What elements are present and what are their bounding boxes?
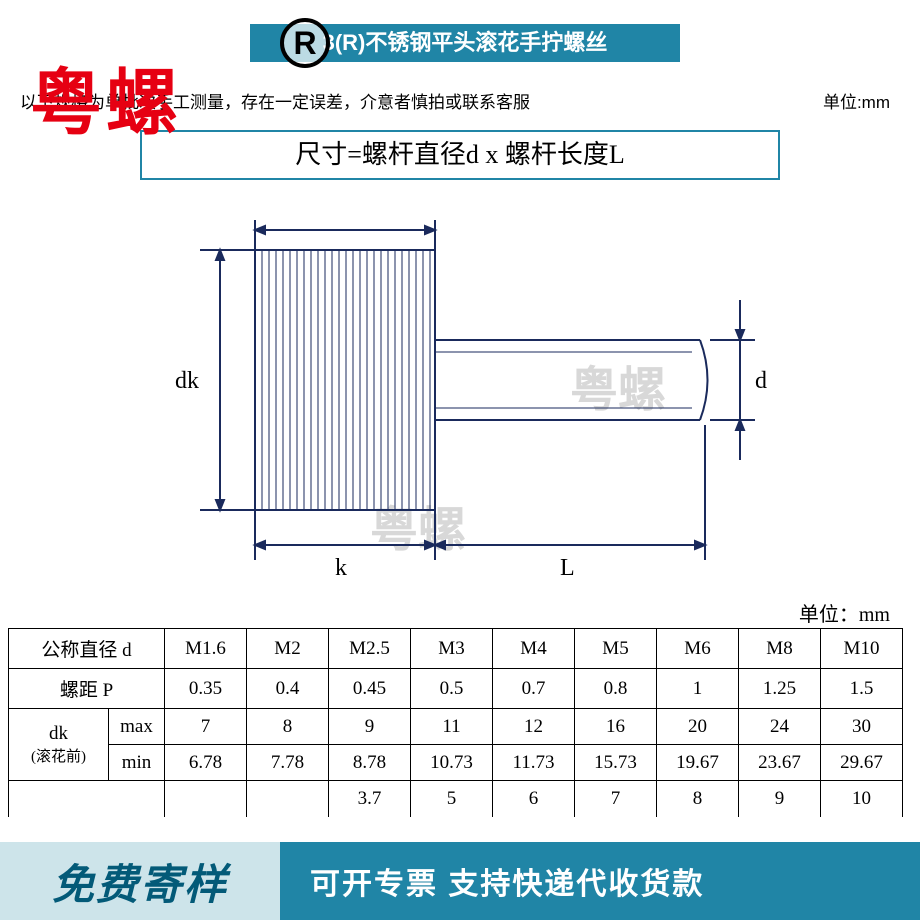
col-h-5: M5 — [575, 629, 657, 669]
footer-right-label: 可开专票 支持快递代收货款 — [280, 842, 920, 920]
col-h-1: M2 — [247, 629, 329, 669]
col-h-4: M4 — [493, 629, 575, 669]
cell — [165, 781, 247, 817]
cell: 0.35 — [165, 669, 247, 709]
cell — [247, 781, 329, 817]
cell: 16 — [575, 709, 657, 745]
label-k: k — [335, 555, 347, 580]
spec-table: 公称直径 d M1.6 M2 M2.5 M3 M4 M5 M6 M8 M10 螺… — [8, 628, 903, 817]
cell: 3.7 — [329, 781, 411, 817]
label-L: L — [560, 555, 575, 580]
cell: 11 — [411, 709, 493, 745]
cell: 0.8 — [575, 669, 657, 709]
cell: 1.5 — [821, 669, 903, 709]
cell: 9 — [739, 781, 821, 817]
col-h-8: M10 — [821, 629, 903, 669]
row-dk-min: min 6.78 7.78 8.78 10.73 11.73 15.73 19.… — [9, 745, 903, 781]
label-dk: dk — [175, 368, 199, 394]
cell: 8 — [657, 781, 739, 817]
cell: 19.67 — [657, 745, 739, 781]
cell: 0.4 — [247, 669, 329, 709]
cell: 15.73 — [575, 745, 657, 781]
cell-empty — [9, 781, 165, 817]
row-header: 公称直径 d M1.6 M2 M2.5 M3 M4 M5 M6 M8 M10 — [9, 629, 903, 669]
header-nominal-d: 公称直径 d — [9, 629, 165, 669]
cell: 6.78 — [165, 745, 247, 781]
header-dk: dk (滚花前) — [9, 709, 109, 781]
cell: 7 — [575, 781, 657, 817]
cell: 1 — [657, 669, 739, 709]
cell: 23.67 — [739, 745, 821, 781]
cell: 20 — [657, 709, 739, 745]
cell: 11.73 — [493, 745, 575, 781]
cell: 10 — [821, 781, 903, 817]
watermark-brand-red: 粤螺 — [30, 44, 182, 149]
unit-label-table: 单位：mm — [799, 598, 890, 627]
cell: 6 — [493, 781, 575, 817]
cell: 7.78 — [247, 745, 329, 781]
col-h-3: M3 — [411, 629, 493, 669]
col-h-7: M8 — [739, 629, 821, 669]
cell: 29.67 — [821, 745, 903, 781]
label-d: d — [755, 368, 767, 394]
cell: 8.78 — [329, 745, 411, 781]
footer-banner: 免费寄样 可开专票 支持快递代收货款 — [0, 842, 920, 920]
screw-diagram: dk d k L — [140, 200, 780, 580]
cell: 7 — [165, 709, 247, 745]
cell: 0.45 — [329, 669, 411, 709]
cell: 0.7 — [493, 669, 575, 709]
footer-left-label: 免费寄样 — [0, 842, 280, 920]
sub-max: max — [109, 709, 165, 745]
row-dk-max: dk (滚花前) max 7 8 9 11 12 16 20 24 30 — [9, 709, 903, 745]
cell: 8 — [247, 709, 329, 745]
cell: 5 — [411, 781, 493, 817]
col-h-0: M1.6 — [165, 629, 247, 669]
cell: 9 — [329, 709, 411, 745]
unit-label-top: 单位:mm — [823, 88, 890, 113]
sub-min: min — [109, 745, 165, 781]
cell: 0.5 — [411, 669, 493, 709]
cell: 24 — [739, 709, 821, 745]
size-formula-box: 尺寸=螺杆直径d x 螺杆长度L — [140, 130, 780, 180]
header-pitch: 螺距 P — [9, 669, 165, 709]
col-h-6: M6 — [657, 629, 739, 669]
cell: 30 — [821, 709, 903, 745]
row-pitch: 螺距 P 0.35 0.4 0.45 0.5 0.7 0.8 1 1.25 1.… — [9, 669, 903, 709]
cell: 1.25 — [739, 669, 821, 709]
cell: 10.73 — [411, 745, 493, 781]
col-h-2: M2.5 — [329, 629, 411, 669]
cell: 12 — [493, 709, 575, 745]
row-partial: 3.7 5 6 7 8 9 10 — [9, 781, 903, 817]
registered-mark: R — [280, 18, 330, 68]
